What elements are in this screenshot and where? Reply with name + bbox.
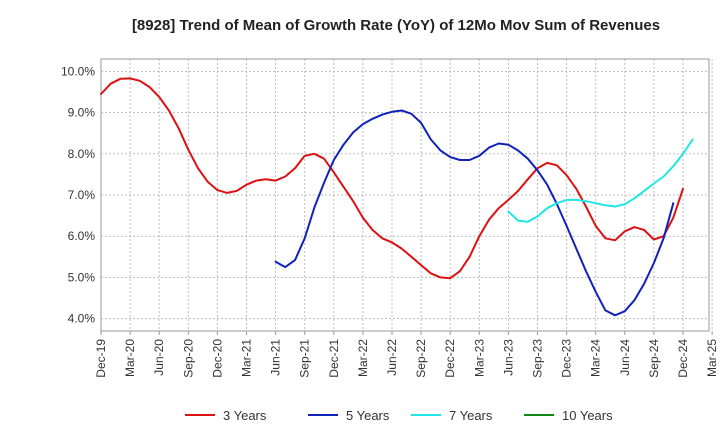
x-tick-label: Dec-21 bbox=[327, 339, 341, 378]
y-tick-label: 5.0% bbox=[68, 270, 96, 284]
legend-label-5-years: 5 Years bbox=[346, 408, 390, 423]
y-tick-label: 6.0% bbox=[68, 229, 96, 243]
series-line-3-years bbox=[100, 77, 684, 280]
x-tick-label: Jun-24 bbox=[618, 339, 632, 376]
x-tick-label: Sep-22 bbox=[414, 339, 428, 378]
x-tick-label: Dec-22 bbox=[443, 339, 457, 378]
series-line-7-years bbox=[507, 138, 694, 223]
legend-label-7-years: 7 Years bbox=[449, 408, 493, 423]
x-tick-label: Mar-22 bbox=[356, 339, 370, 377]
y-tick-label: 4.0% bbox=[68, 312, 96, 326]
y-tick-label: 9.0% bbox=[68, 106, 96, 120]
x-tick-label: Mar-20 bbox=[123, 339, 137, 377]
x-tick-label: Dec-24 bbox=[676, 339, 690, 378]
series-line-5-years bbox=[274, 109, 675, 317]
y-tick-label: 10.0% bbox=[61, 64, 95, 78]
legend-label-10-years: 10 Years bbox=[562, 408, 613, 423]
x-tick-label: Mar-25 bbox=[705, 339, 719, 377]
x-tick-label: Dec-19 bbox=[94, 339, 108, 378]
x-tick-label: Sep-21 bbox=[298, 339, 312, 378]
y-tick-label: 7.0% bbox=[68, 188, 96, 202]
y-tick-label: 8.0% bbox=[68, 147, 96, 161]
x-tick-label: Dec-23 bbox=[560, 339, 574, 378]
x-tick-label: Mar-23 bbox=[472, 339, 486, 377]
x-tick-label: Jun-21 bbox=[269, 339, 283, 376]
x-tick-label: Mar-21 bbox=[240, 339, 254, 377]
legend-label-3-years: 3 Years bbox=[223, 408, 267, 423]
x-tick-label: Sep-23 bbox=[531, 339, 545, 378]
plot-frame bbox=[100, 58, 710, 332]
x-tick-label: Mar-24 bbox=[589, 339, 603, 377]
x-tick-label: Jun-22 bbox=[385, 339, 399, 376]
x-tick-label: Sep-20 bbox=[181, 339, 195, 378]
x-tick-label: Jun-23 bbox=[501, 339, 515, 376]
x-tick-label: Sep-24 bbox=[647, 339, 661, 378]
x-tick-label: Jun-20 bbox=[152, 339, 166, 376]
x-tick-label: Dec-20 bbox=[210, 339, 224, 378]
chart-title: [8928] Trend of Mean of Growth Rate (YoY… bbox=[132, 17, 660, 34]
